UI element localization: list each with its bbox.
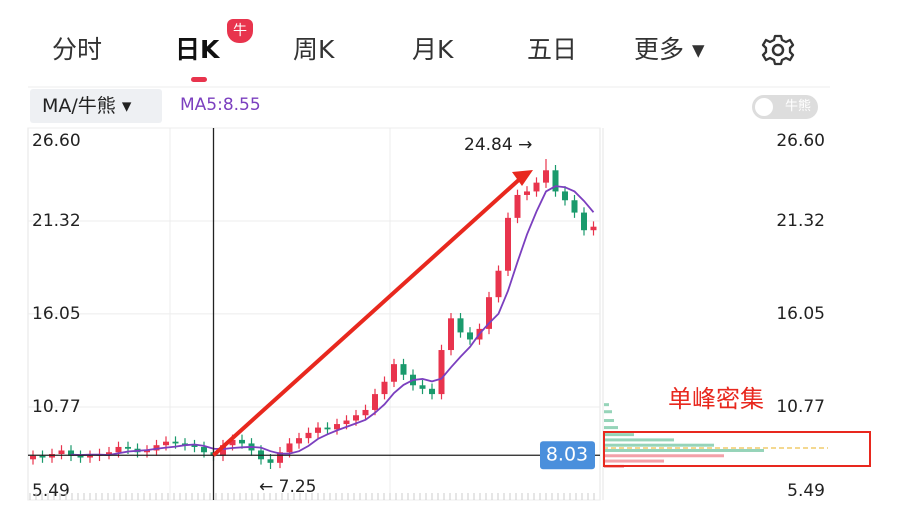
candle-body: [39, 455, 46, 458]
candle-body: [296, 438, 302, 444]
candle-body: [562, 191, 568, 201]
candle-body: [267, 459, 274, 463]
candle-body: [581, 212, 587, 231]
y-tick-label: 21.32: [32, 211, 81, 231]
profile-bar: [604, 459, 664, 463]
trend-arrow: [212, 175, 524, 457]
badge: 牛: [227, 19, 253, 43]
cursor-price: 8.03: [546, 444, 588, 466]
candle-body: [486, 297, 492, 329]
y-tick-label-right: 5.49: [787, 481, 825, 501]
y-tick-label-right: 21.32: [776, 211, 825, 231]
tab-underline: [191, 77, 207, 82]
toggle-label: 牛熊: [784, 99, 811, 114]
candle-body: [30, 455, 36, 460]
y-tick-label-right: 16.05: [776, 304, 825, 324]
candle-body: [448, 318, 454, 351]
candle-body: [353, 415, 359, 421]
candle-body: [543, 170, 549, 183]
candle-body: [419, 385, 426, 389]
toggle[interactable]: 牛熊: [752, 95, 818, 119]
candle-body: [106, 452, 112, 455]
y-tick-label-right: 10.77: [776, 397, 825, 417]
y-tick-label: 26.60: [32, 131, 81, 151]
candle-body: [457, 318, 464, 333]
candle-body: [172, 441, 179, 444]
profile-bar: [604, 433, 634, 437]
candle-body: [125, 446, 131, 449]
candle-body: [77, 455, 84, 458]
candle-body: [381, 381, 388, 395]
candle-body: [315, 427, 321, 433]
candle-body: [58, 450, 65, 455]
candle-body: [163, 441, 169, 446]
profile-bar: [604, 438, 674, 442]
profile-bar: [604, 419, 614, 423]
profile-bar: [604, 410, 612, 414]
candle-body: [391, 364, 397, 382]
profile-bar: [604, 448, 764, 452]
candle-body: [334, 424, 340, 430]
candle-body: [438, 350, 445, 395]
candle-body: [590, 226, 597, 231]
candle-body: [343, 420, 350, 425]
tab[interactable]: 更多 ▾: [634, 35, 705, 64]
tab[interactable]: 日K: [175, 35, 220, 64]
high-annotation: 24.84 →: [464, 135, 532, 155]
candle-body: [552, 170, 559, 192]
y-tick-label: 10.77: [32, 397, 81, 417]
profile-label: 单峰密集: [668, 385, 764, 413]
low-annotation: ← 7.25: [259, 477, 317, 497]
candle-body: [400, 364, 407, 375]
candle-body: [429, 388, 435, 395]
candle-body: [362, 409, 369, 416]
candle-body: [68, 450, 74, 456]
candle-body: [286, 443, 293, 453]
y-tick-label-right: 26.60: [776, 131, 825, 151]
candle-body: [514, 194, 521, 218]
indicator-button[interactable]: MA/牛熊 ▾: [30, 89, 162, 123]
candle-body: [495, 270, 502, 298]
candle-body: [220, 445, 226, 456]
candle-body: [505, 217, 511, 271]
tab[interactable]: 五日: [527, 35, 578, 64]
profile-bar: [604, 443, 714, 447]
tab[interactable]: 周K: [293, 35, 335, 64]
candle-body: [229, 439, 236, 446]
candle-body: [144, 450, 150, 453]
profile-bar: [604, 403, 609, 407]
candle-body: [533, 182, 540, 192]
tab[interactable]: 分时: [52, 35, 103, 64]
ma5-line: [70, 185, 595, 456]
indicator-label: MA/牛熊 ▾: [42, 95, 132, 117]
candle-body: [305, 432, 312, 439]
candle-body: [277, 452, 283, 463]
cursor-price-box: [540, 441, 595, 470]
profile-bar: [604, 426, 618, 430]
candle-body: [524, 191, 530, 195]
candle-body: [201, 446, 207, 453]
candle-body: [115, 446, 122, 453]
y-tick-label: 5.49: [32, 481, 70, 501]
candle-body: [239, 439, 245, 444]
profile-bar: [604, 454, 724, 458]
tab[interactable]: 月K: [412, 35, 454, 64]
settings-icon[interactable]: [761, 33, 795, 67]
candle-body: [191, 445, 198, 447]
candle-body: [324, 427, 331, 430]
candle-body: [467, 332, 473, 340]
profile-box: [603, 431, 871, 467]
candle-body: [87, 455, 93, 458]
ma-label: MA5:8.55: [180, 95, 261, 115]
candle-body: [571, 200, 578, 213]
arrow-head: [512, 170, 533, 186]
y-tick-label: 16.05: [32, 304, 81, 324]
candle-body: [372, 394, 378, 410]
